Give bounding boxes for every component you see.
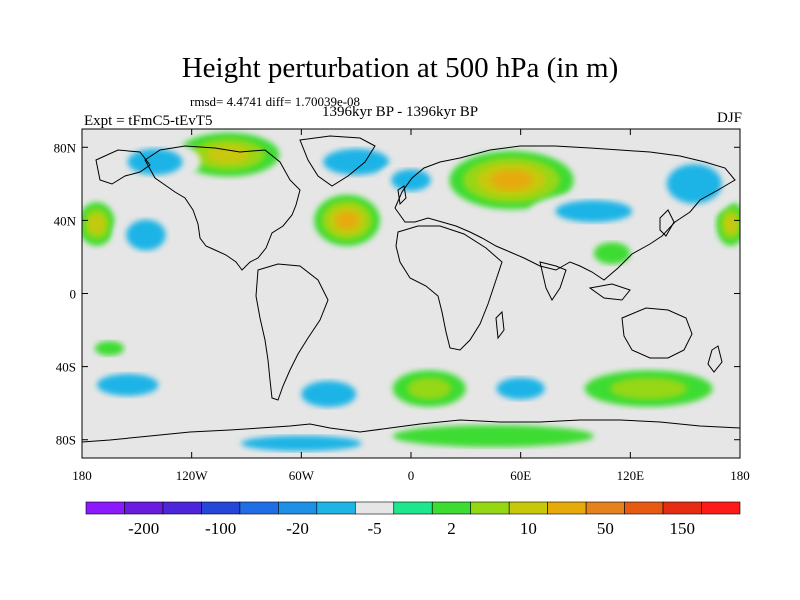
anomaly-positive-18-ring-0: [94, 341, 125, 356]
anomaly-positive-1-ring-3: [336, 211, 358, 229]
colorbar-label: -100: [205, 519, 236, 538]
colorbar-swatch: [701, 501, 741, 515]
colorbar-swatch: [239, 501, 279, 515]
colorbar-swatch: [354, 501, 395, 515]
anomaly-positive-4-ring-2: [724, 214, 738, 234]
colorbar: -200 -100 -20 -5 2 10 50 150: [85, 501, 741, 538]
anomaly-positive-0-ring-2: [206, 145, 251, 164]
colorbar-label: 2: [447, 519, 456, 538]
colorbar-label: 10: [520, 519, 537, 538]
coastline-uk: [397, 185, 407, 206]
colorbar-swatch: [201, 501, 241, 515]
colorbar-label: 150: [670, 519, 696, 538]
colorbar-label: 50: [597, 519, 614, 538]
lat-tick-label: 0: [70, 287, 77, 302]
anomaly-positive-16-ring-1: [610, 377, 687, 400]
anomaly-negative-7-ring-1: [555, 200, 633, 223]
colorbar-swatch: [162, 501, 202, 515]
anomaly-positive-3-ring-2: [88, 214, 105, 234]
lon-tick-label: 180: [730, 468, 750, 483]
colorbar-swatch: [470, 501, 510, 515]
coastline-greenland: [299, 135, 376, 187]
anomaly-negative-12-ring-1: [301, 380, 357, 408]
colorbar-swatch: [85, 501, 125, 515]
coastline-madagascar: [495, 310, 505, 340]
colorbar-swatch: [278, 501, 318, 515]
anomaly-negative-6-ring-1: [323, 148, 390, 176]
period-label: 1396kyr BP - 1396kyr BP: [321, 104, 479, 120]
lon-tick-label: 180: [72, 468, 92, 483]
rmsd-stats: rmsd= 4.4741 diff= 1.70039e-08: [190, 94, 361, 109]
colorbar-swatch: [431, 501, 472, 515]
anomaly-positive-15-ring-1: [407, 377, 452, 400]
lon-tick-label: 0: [408, 468, 415, 483]
lon-tick-label: 120E: [617, 468, 645, 483]
map-title: Height perturbation at 500 hPa (in m): [181, 52, 619, 84]
coastline-antarctica: [82, 419, 740, 443]
anomaly-negative-8-ring-1: [666, 164, 722, 204]
lon-tick-label: 120W: [176, 468, 209, 483]
colorbar-label: -200: [128, 519, 159, 538]
colorbar-swatch: [316, 501, 356, 515]
anomaly-negative-5-ring-1: [127, 148, 183, 176]
colorbar-swatch: [547, 501, 587, 515]
coastline-north-america: [144, 145, 301, 271]
colorbar-swatch: [662, 501, 702, 515]
anomaly-field: [82, 132, 740, 457]
anomaly-negative-9-ring-1: [126, 219, 166, 251]
coastline-india: [539, 261, 567, 301]
colorbar-swatch: [585, 501, 625, 515]
lat-tick-label: 40S: [56, 360, 76, 375]
colorbar-swatch: [508, 501, 548, 515]
anomaly-positive-19-ring-0: [593, 242, 631, 265]
experiment-label: Expt = tFmC5-tEvT5: [84, 113, 213, 129]
season-label: DJF: [716, 110, 742, 126]
coastlines: [82, 135, 740, 443]
coastline-new-zealand: [707, 345, 723, 373]
map-axes: 80N 40N 0 40S 80S 180 120W 60W 0 60E 120E 180: [54, 129, 750, 483]
coastline-eurasia: [394, 145, 736, 281]
lon-tick-label: 60E: [510, 468, 531, 483]
lat-tick-label: 40N: [54, 213, 77, 228]
coastline-africa: [395, 225, 503, 351]
coastline-australia: [621, 307, 693, 359]
anomaly-negative-14-ring-1: [241, 435, 362, 452]
anomaly-negative-11-ring-1: [96, 373, 159, 396]
colorbar-label: -5: [367, 519, 381, 538]
coastline-alaska: [95, 149, 151, 185]
anomaly-positive-2-ring-3: [490, 170, 533, 190]
lat-tick-label: 80N: [54, 140, 77, 155]
coastline-south-america: [255, 263, 329, 401]
lon-tick-label: 60W: [289, 468, 315, 483]
colorbar-swatch: [624, 501, 664, 515]
anomaly-positive-17-ring-0: [392, 425, 594, 448]
colorbar-swatch: [393, 501, 433, 515]
colorbar-swatch: [124, 501, 164, 515]
coastline-japan: [659, 209, 675, 237]
anomaly-negative-13-ring-1: [496, 377, 545, 400]
colorbar-label: -20: [286, 519, 309, 538]
coastline-maritime-asia: [588, 283, 631, 301]
lat-tick-label: 80S: [56, 433, 76, 448]
